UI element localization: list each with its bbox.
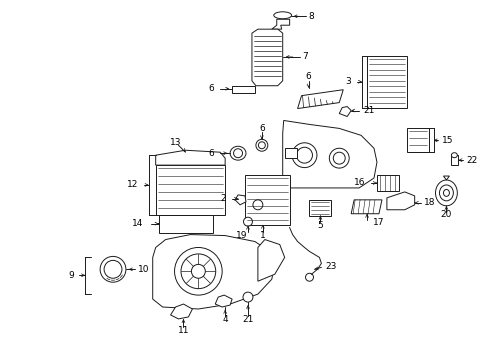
Ellipse shape <box>243 292 252 302</box>
Text: 9: 9 <box>68 271 74 280</box>
Text: 4: 4 <box>222 315 227 324</box>
Ellipse shape <box>104 260 122 278</box>
Polygon shape <box>257 239 284 281</box>
Ellipse shape <box>305 273 313 281</box>
Text: 7: 7 <box>302 53 307 62</box>
Ellipse shape <box>291 143 316 168</box>
Ellipse shape <box>181 254 215 289</box>
Polygon shape <box>297 90 343 109</box>
Text: 6: 6 <box>208 149 214 158</box>
Polygon shape <box>152 235 274 309</box>
Text: 23: 23 <box>325 262 336 271</box>
Text: 18: 18 <box>423 198 434 207</box>
Text: 12: 12 <box>126 180 138 189</box>
Ellipse shape <box>243 217 252 226</box>
Polygon shape <box>251 29 282 86</box>
Polygon shape <box>386 192 414 210</box>
Ellipse shape <box>255 139 267 151</box>
Text: 17: 17 <box>372 218 384 227</box>
Text: 20: 20 <box>440 210 451 219</box>
Ellipse shape <box>443 189 448 196</box>
Text: 8: 8 <box>308 12 314 21</box>
Polygon shape <box>443 176 448 180</box>
Bar <box>376 175 398 191</box>
Text: 21: 21 <box>242 315 253 324</box>
Polygon shape <box>170 304 192 319</box>
Ellipse shape <box>333 152 345 164</box>
Bar <box>366 56 406 108</box>
Polygon shape <box>155 150 224 165</box>
Text: 19: 19 <box>236 231 247 240</box>
Ellipse shape <box>100 256 126 282</box>
Polygon shape <box>215 295 232 307</box>
Text: 15: 15 <box>441 136 452 145</box>
Polygon shape <box>406 129 427 152</box>
Text: 22: 22 <box>466 156 477 165</box>
Bar <box>284 148 296 158</box>
Ellipse shape <box>191 264 205 278</box>
Text: 1: 1 <box>260 231 265 240</box>
Polygon shape <box>450 155 457 165</box>
Text: 6: 6 <box>305 72 311 81</box>
Bar <box>158 215 213 233</box>
Ellipse shape <box>450 153 456 158</box>
Text: 6: 6 <box>259 124 264 133</box>
Text: 10: 10 <box>138 265 149 274</box>
Text: 2: 2 <box>220 194 225 203</box>
Ellipse shape <box>273 12 291 19</box>
Ellipse shape <box>233 149 242 158</box>
Ellipse shape <box>296 147 312 163</box>
Ellipse shape <box>328 148 348 168</box>
Polygon shape <box>232 86 254 93</box>
Ellipse shape <box>230 146 245 160</box>
Ellipse shape <box>435 180 456 206</box>
Ellipse shape <box>174 247 222 295</box>
Text: 21: 21 <box>362 106 374 115</box>
Text: 13: 13 <box>169 138 181 147</box>
Polygon shape <box>235 195 245 205</box>
Polygon shape <box>350 200 381 214</box>
Polygon shape <box>282 121 376 188</box>
Bar <box>309 200 331 216</box>
Text: 6: 6 <box>208 84 214 93</box>
Text: 16: 16 <box>353 179 365 188</box>
Ellipse shape <box>439 185 452 201</box>
Polygon shape <box>339 107 350 117</box>
Text: 11: 11 <box>177 326 189 335</box>
Bar <box>155 165 224 215</box>
Polygon shape <box>271 19 289 29</box>
Text: 3: 3 <box>345 77 350 86</box>
Text: 5: 5 <box>317 221 323 230</box>
Bar <box>244 175 289 225</box>
Ellipse shape <box>252 200 263 210</box>
Ellipse shape <box>258 142 265 149</box>
Text: 14: 14 <box>132 219 143 228</box>
